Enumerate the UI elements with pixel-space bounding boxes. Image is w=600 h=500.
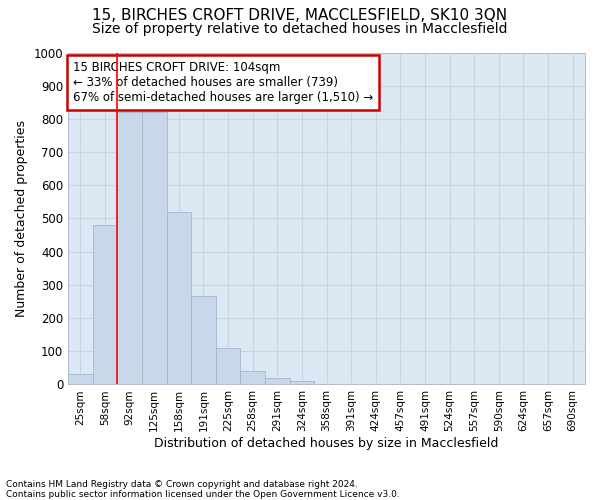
Bar — [117, 112, 142, 384]
Bar — [142, 112, 167, 384]
Bar — [92, 225, 117, 384]
Bar — [167, 212, 191, 384]
Text: Contains public sector information licensed under the Open Government Licence v3: Contains public sector information licen… — [6, 490, 400, 499]
Y-axis label: Number of detached properties: Number of detached properties — [15, 120, 28, 317]
Bar — [191, 296, 216, 384]
Text: 15, BIRCHES CROFT DRIVE, MACCLESFIELD, SK10 3QN: 15, BIRCHES CROFT DRIVE, MACCLESFIELD, S… — [92, 8, 508, 22]
Bar — [216, 348, 241, 385]
Bar — [241, 371, 265, 384]
Bar — [290, 381, 314, 384]
Text: 15 BIRCHES CROFT DRIVE: 104sqm
← 33% of detached houses are smaller (739)
67% of: 15 BIRCHES CROFT DRIVE: 104sqm ← 33% of … — [73, 61, 373, 104]
Bar — [68, 374, 92, 384]
Text: Size of property relative to detached houses in Macclesfield: Size of property relative to detached ho… — [92, 22, 508, 36]
X-axis label: Distribution of detached houses by size in Macclesfield: Distribution of detached houses by size … — [154, 437, 499, 450]
Bar — [265, 378, 290, 384]
Text: Contains HM Land Registry data © Crown copyright and database right 2024.: Contains HM Land Registry data © Crown c… — [6, 480, 358, 489]
